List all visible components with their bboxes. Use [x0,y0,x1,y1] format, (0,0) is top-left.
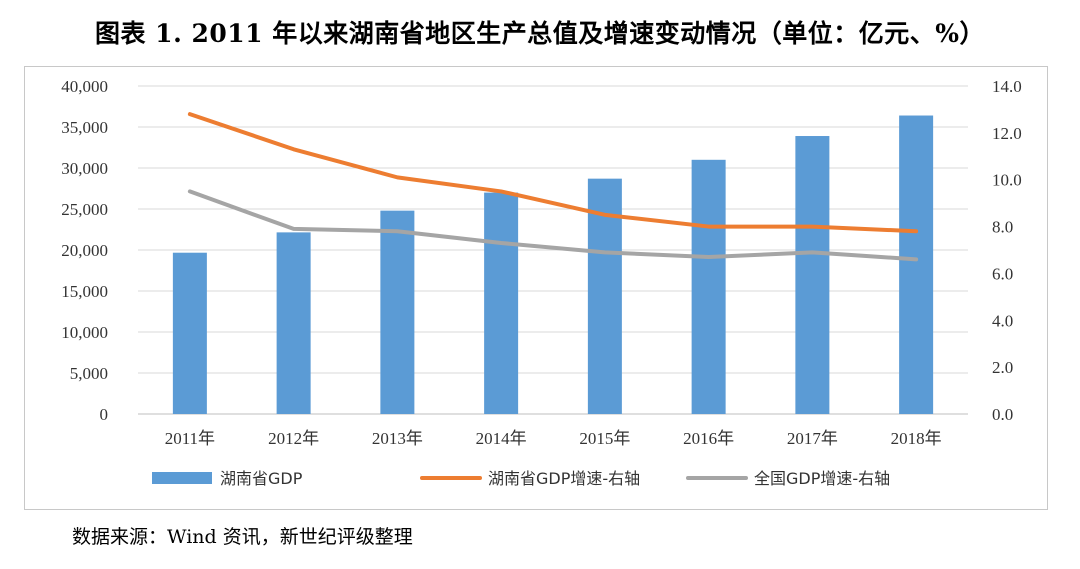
right-axis-tick-label: 14.0 [992,77,1022,96]
left-axis-tick-label: 0 [100,405,109,424]
x-axis-tick-label: 2018年 [891,429,942,448]
chart-frame [24,66,1048,510]
left-axis-tick-label: 25,000 [61,200,108,219]
left-axis-tick-label: 10,000 [61,323,108,342]
x-axis-tick-label: 2017年 [787,429,838,448]
legend-label: 全国GDP增速-右轴 [754,469,890,488]
gdp-bar [795,136,830,414]
data-source-note: 数据来源：Wind 资讯，新世纪评级整理 [72,526,413,548]
x-axis-tick-label: 2014年 [476,429,527,448]
x-axis-tick-label: 2012年 [268,429,319,448]
left-axis-tick-label: 35,000 [61,118,108,137]
left-axis-tick-label: 15,000 [61,282,108,301]
left-axis-tick-label: 40,000 [61,77,108,96]
left-axis-tick-label: 5,000 [70,364,108,383]
gdp-bar [899,115,934,415]
gdp-bar [484,192,519,414]
x-axis-tick-label: 2011年 [165,429,215,448]
right-axis-tick-label: 10.0 [992,171,1022,190]
right-axis-tick-label: 8.0 [992,218,1013,237]
gdp-bar [380,210,415,414]
national-growth-line [187,189,919,262]
right-axis-tick-label: 0.0 [992,405,1013,424]
legend-swatch-bar [152,472,212,484]
right-axis-tick-label: 6.0 [992,264,1013,283]
gdp-bar [691,159,726,414]
gdp-bar [276,232,311,414]
legend-label: 湖南省GDP [220,469,303,488]
x-axis-tick-label: 2016年 [683,429,734,448]
chart-title: 图表 1. 2011 年以来湖南省地区生产总值及增速变动情况（单位：亿元、%） [94,19,986,48]
right-axis-tick-label: 2.0 [992,358,1013,377]
gdp-bar [172,252,207,414]
x-axis-tick-label: 2013年 [372,429,423,448]
right-axis-tick-label: 12.0 [992,124,1022,143]
left-axis-tick-label: 20,000 [61,241,108,260]
legend-label: 湖南省GDP增速-右轴 [488,469,640,488]
left-axis-tick-label: 30,000 [61,159,108,178]
hunan-growth-line [187,112,919,234]
x-axis-tick-label: 2015年 [579,429,630,448]
right-axis-tick-label: 4.0 [992,311,1013,330]
